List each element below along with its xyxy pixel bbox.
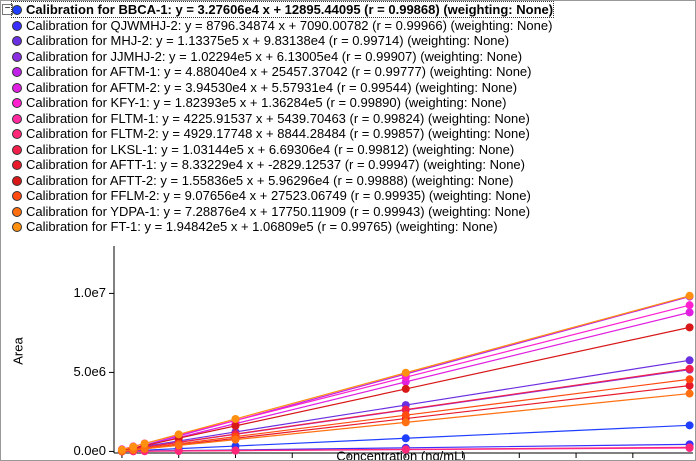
- legend-entry[interactable]: Calibration for AFTM-1: y = 4.88040e4 x …: [12, 64, 532, 79]
- legend-marker: [12, 98, 22, 108]
- data-point: [685, 381, 694, 390]
- data-point: [231, 435, 240, 444]
- legend-entry[interactable]: Calibration for FLTM-2: y = 4929.17748 x…: [12, 126, 530, 141]
- legend-marker: [12, 20, 22, 31]
- y-tick-label: 5.0e6: [73, 364, 106, 379]
- legend-label: Calibration for AFTM-2: y = 3.94530e4 x …: [26, 79, 518, 95]
- legend-marker: [12, 206, 22, 217]
- legend-entry[interactable]: Calibration for JJMHJ-2: y = 1.02294e5 x…: [12, 49, 522, 64]
- data-point: [174, 446, 183, 455]
- legend-entry[interactable]: Calibration for QJWMHJ-2: y = 8796.34874…: [12, 18, 552, 33]
- x-tick-label: 20: [342, 458, 356, 460]
- legend-marker: [12, 129, 22, 139]
- data-point: [685, 364, 694, 373]
- y-tick-label: 1.0e7: [73, 285, 106, 300]
- data-point: [401, 445, 410, 454]
- legend-marker: [12, 67, 22, 77]
- legend-label: Calibration for JJMHJ-2: y = 1.02294e5 x…: [26, 48, 523, 64]
- data-point: [401, 434, 410, 443]
- legend-label: Calibration for AFTT-2: y = 1.55836e5 x …: [26, 172, 514, 188]
- legend-marker: [12, 5, 22, 15]
- data-point: [401, 405, 410, 414]
- legend-entry[interactable]: Calibration for FT-1: y = 1.94842e5 x + …: [12, 219, 498, 234]
- plot-background: [1, 244, 695, 460]
- data-point: [401, 418, 410, 427]
- legend-entry[interactable]: Calibration for YDPA-1: y = 7.28876e4 x …: [12, 204, 530, 219]
- data-point: [685, 375, 694, 384]
- x-tick-label: 25: [399, 458, 413, 460]
- legend-marker: [12, 113, 22, 124]
- data-point: [174, 430, 183, 439]
- x-tick-label: 15: [285, 458, 299, 460]
- legend-entry[interactable]: Calibration for AFTT-2: y = 1.55836e5 x …: [12, 173, 513, 188]
- legend-marker: [12, 222, 22, 232]
- data-point: [231, 421, 240, 430]
- data-point: [685, 308, 694, 317]
- legend-label: Calibration for AFTM-1: y = 4.88040e4 x …: [26, 64, 532, 79]
- x-tick-label: 40: [569, 458, 583, 460]
- legend-label: Calibration for YDPA-1: y = 7.28876e4 x …: [26, 203, 531, 219]
- legend-label: Calibration for FT-1: y = 1.94842e5 x + …: [26, 219, 498, 234]
- data-point: [685, 356, 694, 365]
- legend-marker: [12, 51, 22, 62]
- legend-marker: [12, 160, 22, 170]
- data-point: [231, 414, 240, 423]
- data-point: [129, 442, 138, 451]
- y-tick-label: 0.0e0: [73, 443, 106, 458]
- data-point: [231, 446, 240, 455]
- legend-label: Calibration for LKSL-1: y = 1.03144e5 x …: [26, 141, 515, 157]
- x-tick-label: 35: [512, 458, 526, 460]
- data-point: [685, 389, 694, 398]
- legend-entry[interactable]: Calibration for BBCA-1: y = 3.27606e4 x …: [10, 1, 555, 18]
- x-axis-title: Concentration (ng/mL): [336, 448, 465, 460]
- y-axis-title: Area: [10, 337, 25, 365]
- legend-entry[interactable]: Calibration for KFY-1: y = 1.82393e5 x +…: [12, 95, 506, 110]
- x-tick-label: 45: [626, 458, 640, 460]
- data-point: [685, 421, 694, 430]
- legend-entry[interactable]: Calibration for AFTM-2: y = 3.94530e4 x …: [12, 80, 517, 95]
- legend-label: Calibration for BBCA-1: y = 3.27606e4 x …: [26, 2, 554, 17]
- legend-entry[interactable]: Calibration for MHJ-2: y = 1.13375e5 x +…: [12, 33, 509, 48]
- x-tick-label: 30: [455, 458, 469, 460]
- data-point: [685, 323, 694, 332]
- legend-label: Calibration for FFLM-2: y = 9.07656e4 x …: [26, 188, 531, 203]
- legend-label: Calibration for FLTM-2: y = 4929.17748 x…: [26, 126, 530, 141]
- x-tick-label: 0: [118, 458, 125, 460]
- legend-marker: [12, 175, 22, 186]
- data-point: [401, 368, 410, 377]
- legend-marker: [12, 82, 22, 93]
- legend-label: Calibration for KFY-1: y = 1.82393e5 x +…: [26, 95, 507, 110]
- legend-marker: [12, 36, 22, 46]
- legend-label: Calibration for MHJ-2: y = 1.13375e5 x +…: [26, 33, 510, 48]
- x-tick-label: 5: [175, 458, 182, 460]
- data-point: [685, 301, 694, 310]
- data-point: [174, 441, 183, 450]
- legend-marker: [12, 191, 22, 201]
- legend-entry[interactable]: Calibration for FLTM-1: y = 4225.91537 x…: [12, 111, 530, 126]
- data-point: [140, 439, 149, 448]
- data-point: [401, 411, 410, 420]
- data-point: [401, 384, 410, 393]
- legend-label: Calibration for FLTM-1: y = 4225.91537 x…: [26, 110, 530, 126]
- data-point: [685, 443, 694, 452]
- legend-entry[interactable]: Calibration for AFTT-1: y = 8.33229e4 x …: [12, 157, 525, 172]
- legend-entry[interactable]: Calibration for FFLM-2: y = 9.07656e4 x …: [12, 188, 531, 203]
- legend-entry[interactable]: Calibration for LKSL-1: y = 1.03144e5 x …: [12, 142, 514, 157]
- legend: − Calibration for BBCA-1: y = 3.27606e4 …: [1, 1, 695, 244]
- legend-label: Calibration for AFTT-1: y = 8.33229e4 x …: [26, 157, 525, 172]
- x-tick-label: 10: [228, 458, 242, 460]
- legend-marker: [12, 144, 22, 155]
- data-point: [117, 445, 126, 454]
- legend-label: Calibration for QJWMHJ-2: y = 8796.34874…: [26, 17, 553, 33]
- data-point: [685, 291, 694, 300]
